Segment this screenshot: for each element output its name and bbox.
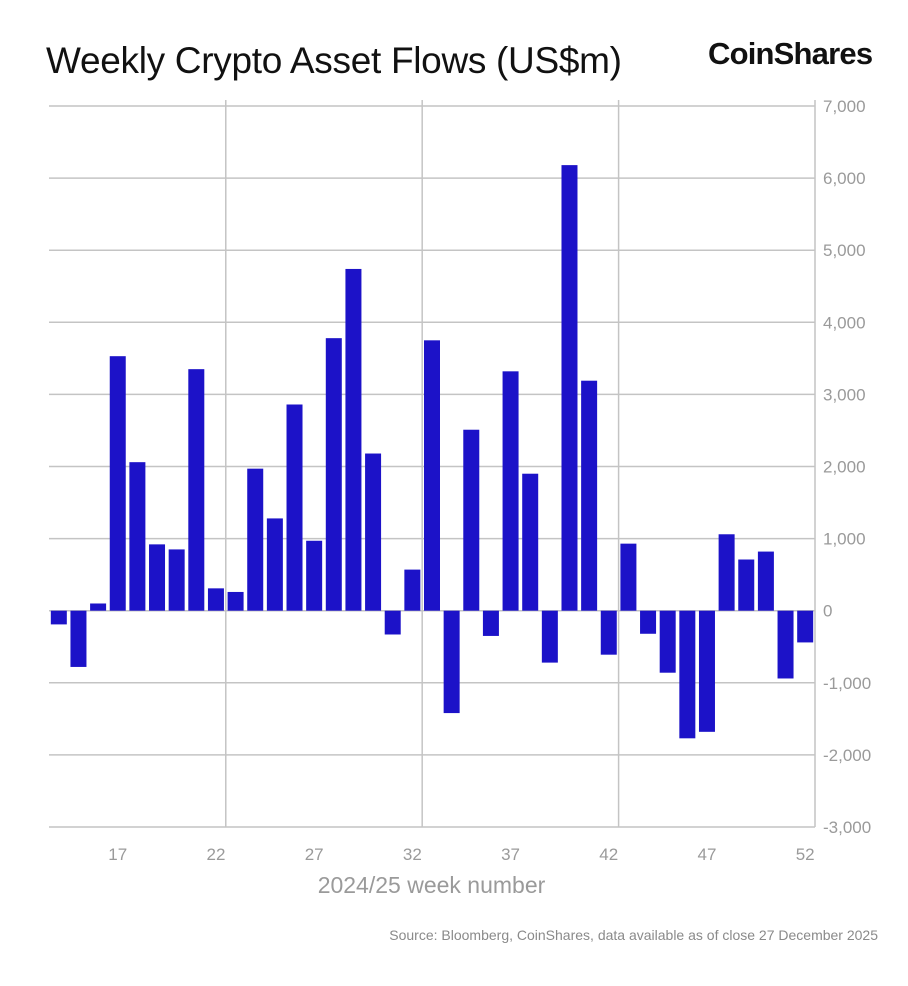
bar-week-36 (482, 610, 499, 636)
y-tick-label: -3,000 (823, 818, 871, 837)
bar-week-19 (149, 544, 166, 611)
bar-week-31 (384, 610, 401, 635)
bar-week-33 (424, 340, 440, 611)
bar-week-15 (70, 610, 87, 667)
bar-week-49 (738, 559, 755, 611)
chart-title: Weekly Crypto Asset Flows (US$m) (46, 40, 622, 81)
bar-week-39 (541, 610, 558, 663)
bar-week-52 (797, 610, 814, 643)
bar-week-16 (90, 603, 107, 611)
bar-week-22 (207, 588, 224, 611)
bar-week-21 (188, 369, 205, 611)
x-tick-label: 32 (403, 845, 422, 864)
y-tick-label: 1,000 (823, 530, 866, 549)
bar-week-30 (365, 453, 382, 611)
bar-week-25 (266, 518, 283, 611)
bar-week-35 (463, 429, 480, 611)
bar-week-44 (640, 610, 657, 634)
bar-week-32 (404, 569, 421, 611)
source-note: Source: Bloomberg, CoinShares, data avai… (389, 927, 878, 943)
x-tick-label: 17 (108, 845, 127, 864)
bar-week-50 (757, 551, 774, 611)
x-tick-label: 52 (796, 845, 815, 864)
bar-week-28 (325, 338, 342, 611)
bar-week-41 (581, 380, 598, 611)
coinshares-logo: CoinShares (708, 36, 873, 71)
bar-week-40 (561, 165, 578, 611)
bar-week-23 (227, 591, 244, 611)
x-tick-label: 47 (698, 845, 717, 864)
y-tick-label: -1,000 (823, 674, 871, 693)
y-tick-label: 6,000 (823, 169, 866, 188)
bar-week-17 (109, 356, 126, 611)
y-tick-label: 5,000 (823, 241, 866, 260)
y-tick-label: 2,000 (823, 458, 866, 477)
bar-week-27 (306, 540, 323, 611)
y-tick-label: 3,000 (823, 385, 866, 404)
bar-week-43 (620, 543, 637, 611)
y-tick-label: 7,000 (823, 97, 866, 116)
y-tick-label: -2,000 (823, 746, 871, 765)
bar-week-48 (718, 534, 735, 611)
y-tick-label: 0 (823, 602, 832, 621)
x-axis-label: 2024/25 week number (317, 872, 546, 898)
bar-week-37 (502, 371, 519, 611)
y-tick-label: 4,000 (823, 313, 866, 332)
bar-week-45 (659, 610, 676, 673)
bar-week-46 (679, 610, 696, 739)
bar-week-24 (247, 468, 264, 611)
bar-week-29 (345, 268, 362, 611)
x-tick-label: 37 (501, 845, 520, 864)
x-tick-label: 42 (599, 845, 618, 864)
bar-week-20 (168, 549, 185, 611)
bar-week-14 (50, 610, 67, 625)
bar-week-26 (286, 404, 303, 611)
bar-week-47 (698, 610, 715, 732)
bar-week-38 (522, 473, 539, 611)
x-tick-label: 27 (305, 845, 324, 864)
bar-week-51 (777, 610, 794, 679)
bar-week-34 (443, 610, 460, 714)
bar-week-42 (600, 610, 617, 655)
x-tick-label: 22 (206, 845, 225, 864)
bar-week-18 (129, 462, 146, 611)
